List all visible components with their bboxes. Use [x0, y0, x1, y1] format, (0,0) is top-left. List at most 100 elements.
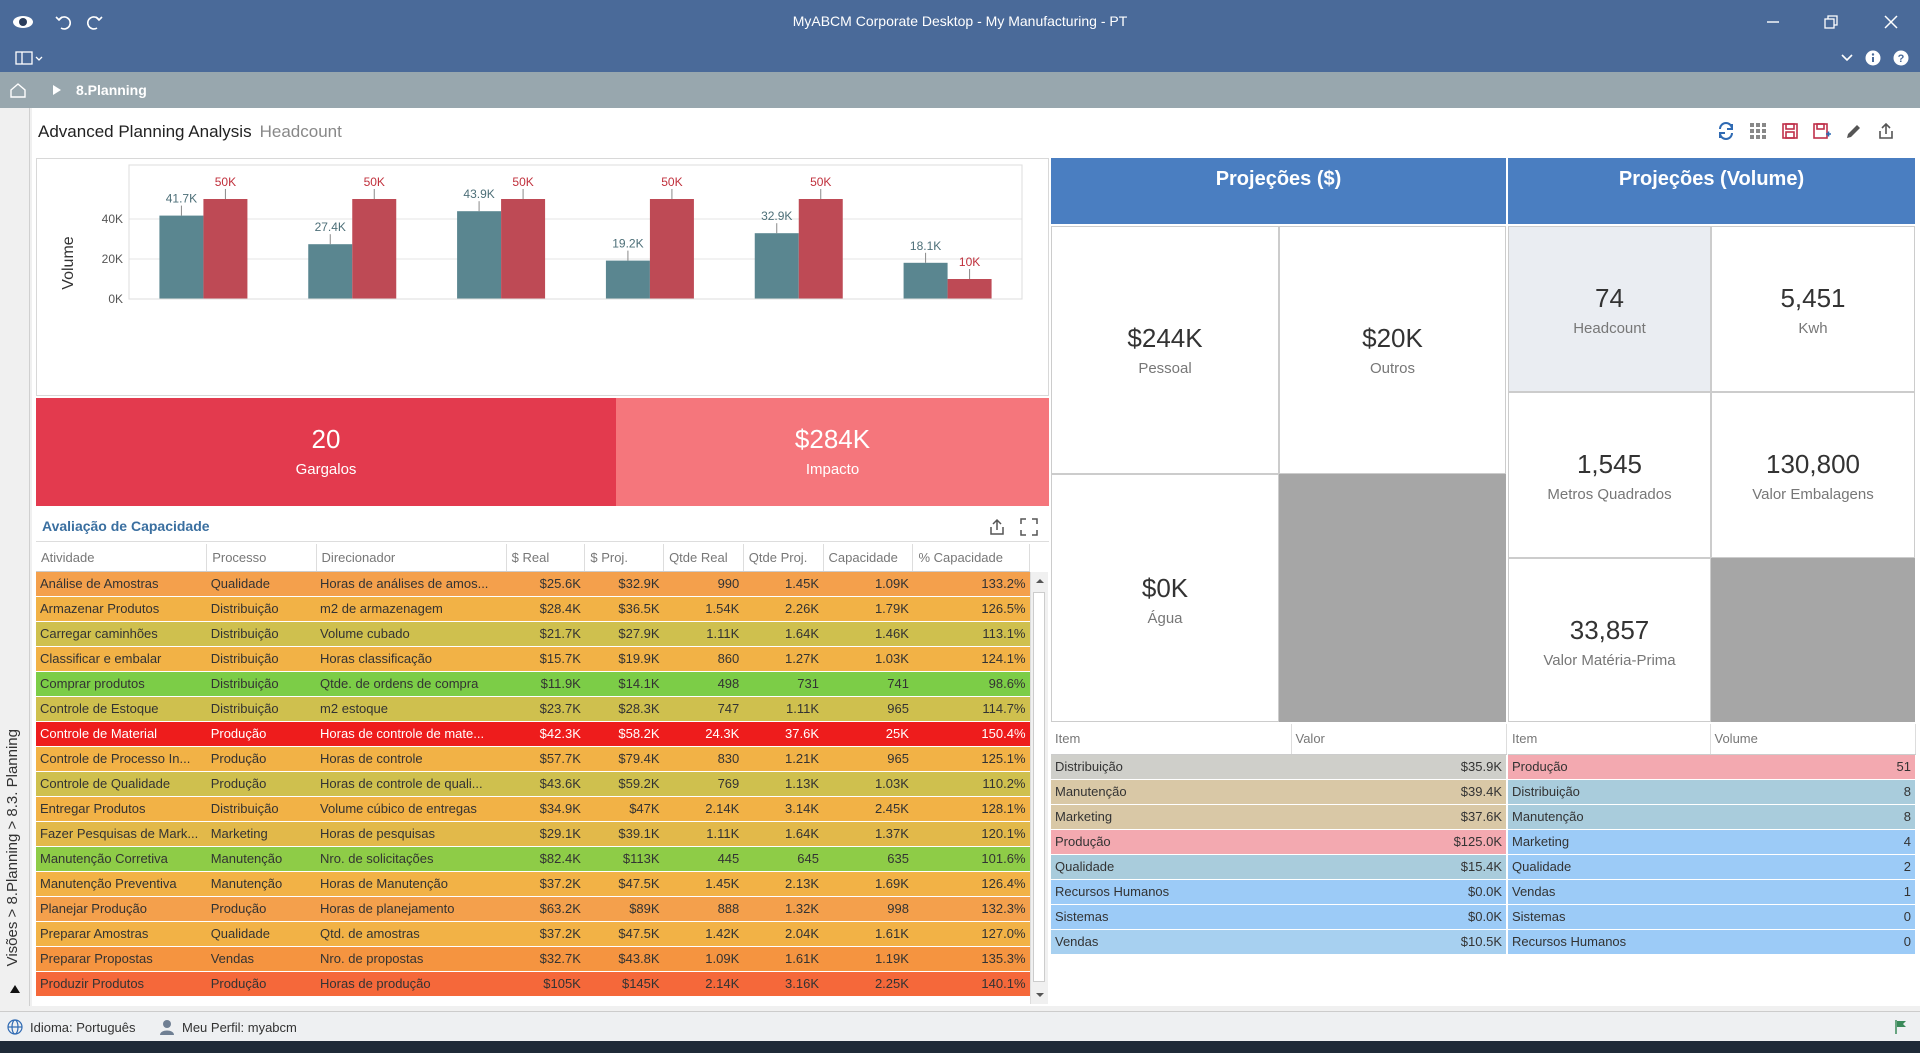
list-item[interactable]: Qualidade $15.4K	[1051, 854, 1506, 880]
table-row[interactable]: Armazenar Produtos Distribuição m2 de arma…	[36, 596, 1030, 622]
bar[interactable]	[903, 262, 948, 299]
bar[interactable]	[649, 199, 694, 299]
panel-toggle-icon[interactable]	[14, 48, 46, 68]
bar[interactable]	[457, 211, 502, 299]
tile-headcount[interactable]: 74 Headcount	[1508, 226, 1711, 392]
list-item[interactable]: Produção $125.0K	[1051, 829, 1506, 855]
table-row[interactable]: Manutenção Preventiva Manutenção Horas de …	[36, 871, 1030, 897]
list-item[interactable]: Recursos Humanos $0.0K	[1051, 879, 1506, 905]
bar[interactable]	[501, 199, 546, 299]
bar[interactable]	[947, 279, 992, 299]
list-item[interactable]: Manutenção $39.4K	[1051, 779, 1506, 805]
table-cell: 2.26K	[743, 596, 823, 622]
column-header[interactable]: $ Proj.	[584, 544, 665, 572]
bar[interactable]	[308, 244, 353, 299]
export-icon[interactable]	[1873, 118, 1899, 144]
list-item[interactable]: Qualidade 2	[1508, 854, 1915, 880]
list-item[interactable]: Manutenção 8	[1508, 804, 1915, 830]
table-row[interactable]: Carregar caminhões Distribuição Volume cub…	[36, 621, 1030, 647]
scroll-up-icon[interactable]	[1031, 574, 1048, 588]
table-row[interactable]: Controle de Qualidade Produção Horas de co…	[36, 771, 1030, 797]
close-icon[interactable]	[1876, 10, 1906, 34]
column-header[interactable]: Item	[1508, 724, 1711, 755]
column-header[interactable]: Atividade	[36, 544, 208, 572]
refresh-icon[interactable]	[1713, 118, 1739, 144]
table-cell: Distribuição	[206, 646, 317, 672]
list-item[interactable]: Distribuição 8	[1508, 779, 1915, 805]
tile-valor-embalagens[interactable]: 130,800 Valor Embalagens	[1711, 392, 1915, 558]
table-row[interactable]: Preparar Amostras Qualidade Qtd. de amostr…	[36, 921, 1030, 947]
tile-valor-materia-prima[interactable]: 33,857 Valor Matéria-Prima	[1508, 558, 1711, 722]
undo-icon[interactable]	[52, 10, 76, 34]
column-header[interactable]: % Capacidade	[912, 544, 1030, 572]
redo-icon[interactable]	[82, 10, 106, 34]
tile-pessoal[interactable]: $244K Pessoal	[1051, 226, 1279, 474]
save-as-icon[interactable]	[1809, 118, 1835, 144]
list-item[interactable]: Sistemas 0	[1508, 904, 1915, 930]
tile-metros-quadrados[interactable]: 1,545 Metros Quadrados	[1508, 392, 1711, 558]
column-header[interactable]: Qtde Proj.	[743, 544, 824, 572]
side-panel-tab[interactable]: Visões > 8.Planning > 8.3. Planning	[0, 108, 30, 1006]
kpi-gargalos[interactable]: 20 Gargalos	[36, 398, 616, 506]
table-row[interactable]: Comprar produtos Distribuição Qtde. de ord…	[36, 671, 1030, 697]
tile-agua[interactable]: $0K Água	[1051, 474, 1279, 722]
minimize-icon[interactable]	[1758, 10, 1788, 34]
tile-kwh[interactable]: 5,451 Kwh	[1711, 226, 1915, 392]
list-item[interactable]: Produção 51	[1508, 754, 1915, 780]
maximize-icon[interactable]	[1018, 516, 1040, 538]
edit-icon[interactable]	[1841, 118, 1867, 144]
profile-status[interactable]: Meu Perfil: myabcm	[182, 1020, 297, 1035]
column-header[interactable]: Volume	[1710, 724, 1916, 755]
breadcrumb-item[interactable]: 8.Planning	[76, 82, 147, 98]
table-row[interactable]: Controle de Estoque Distribuição m2 estoqu…	[36, 696, 1030, 722]
column-header[interactable]: Valor	[1291, 724, 1507, 755]
list-item[interactable]: Vendas $10.5K	[1051, 929, 1506, 955]
bar[interactable]	[352, 199, 397, 299]
save-icon[interactable]	[1777, 118, 1803, 144]
table-row[interactable]: Classificar e embalar Distribuição Horas c…	[36, 646, 1030, 672]
kpi-impacto[interactable]: $284K Impacto	[616, 398, 1049, 506]
table-row[interactable]: Manutenção Corretiva Manutenção Nro. de so…	[36, 846, 1030, 872]
bar[interactable]	[605, 260, 650, 299]
table-row[interactable]: Análise de Amostras Qualidade Horas de aná…	[36, 571, 1030, 597]
table-row[interactable]: Entregar Produtos Distribuição Volume cúbi…	[36, 796, 1030, 822]
column-header[interactable]: Item	[1051, 724, 1292, 755]
language-status[interactable]: Idioma: Português	[30, 1020, 136, 1035]
column-header[interactable]: Direcionador	[316, 544, 507, 572]
list-item[interactable]: Distribuição $35.9K	[1051, 754, 1506, 780]
scroll-down-icon[interactable]	[1031, 988, 1048, 1002]
list-item[interactable]: Vendas 1	[1508, 879, 1915, 905]
chevron-down-icon[interactable]	[1836, 48, 1858, 68]
list-item[interactable]: Recursos Humanos 0	[1508, 929, 1915, 955]
table-cell: 126.4%	[912, 871, 1030, 897]
help-icon[interactable]: ?	[1890, 48, 1912, 68]
list-item[interactable]: Marketing $37.6K	[1051, 804, 1506, 830]
scroll-thumb[interactable]	[1033, 592, 1045, 982]
tile-outros[interactable]: $20K Outros	[1279, 226, 1506, 474]
grid-icon[interactable]	[1745, 118, 1771, 144]
home-icon[interactable]	[6, 80, 30, 100]
column-header[interactable]: Capacidade	[823, 544, 914, 572]
table-row[interactable]: Fazer Pesquisas de Mark... Marketing Horas…	[36, 821, 1030, 847]
bar[interactable]	[159, 215, 204, 299]
table-row[interactable]: Planejar Produção Produção Horas de planej…	[36, 896, 1030, 922]
table-row[interactable]: Produzir Produtos Produção Horas de produç…	[36, 971, 1030, 997]
bar[interactable]	[203, 199, 248, 299]
table-row[interactable]: Preparar Propostas Vendas Nro. de proposta…	[36, 946, 1030, 972]
triangle-up-icon[interactable]	[8, 982, 22, 996]
capacity-scrollbar[interactable]	[1030, 572, 1048, 1004]
column-header[interactable]: Processo	[206, 544, 317, 572]
bar[interactable]	[798, 199, 843, 299]
table-cell: Distribuição	[206, 621, 317, 647]
column-header[interactable]: $ Real	[506, 544, 586, 572]
info-icon[interactable]	[1862, 48, 1884, 68]
bar[interactable]	[754, 233, 799, 299]
table-cell: $11.9K	[506, 671, 585, 697]
list-item[interactable]: Sistemas $0.0K	[1051, 904, 1506, 930]
column-header[interactable]: Qtde Real	[663, 544, 744, 572]
table-row[interactable]: Controle de Processo In... Produção Horas …	[36, 746, 1030, 772]
restore-icon[interactable]	[1816, 10, 1846, 34]
list-item[interactable]: Marketing 4	[1508, 829, 1915, 855]
table-row[interactable]: Controle de Material Produção Horas de con…	[36, 721, 1030, 747]
export-icon[interactable]	[986, 516, 1008, 538]
